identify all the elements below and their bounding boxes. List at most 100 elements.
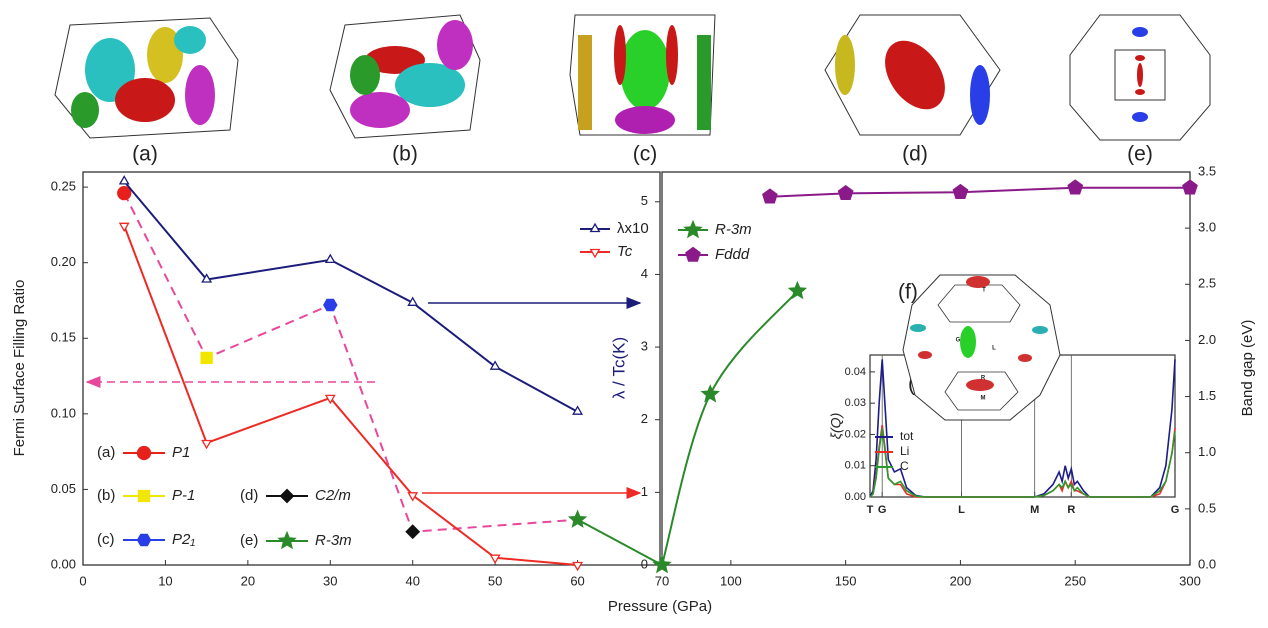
data-point [118,222,130,233]
data-point [1067,179,1084,195]
subfigure-label: (c) [633,143,658,166]
data-point [762,188,778,204]
x-tick-label: 20 [241,573,255,588]
legend-label: Li [900,444,909,458]
bz-point-label: R [981,376,986,382]
data-point [118,175,130,185]
y2-tick-label: 1 [641,484,648,499]
y-tick-label: 0.03 [845,397,866,409]
y-tick-label: 3.5 [1198,163,1216,178]
data-point [1182,179,1198,195]
x-tick-label: 100 [720,573,742,588]
plots: 0 10 20 30 40 50 600.000.050.100.150.200.25012… [51,163,1216,588]
data-point [700,384,720,403]
legend-label: C [900,459,909,473]
x-tick-label: M [1030,504,1039,516]
x-axis-label: Pressure (GPa) [608,598,712,615]
legend-marker [683,219,703,239]
y-tick-label: 0.0 [1198,556,1216,571]
legend-marker [279,488,295,504]
data-point [201,273,213,283]
fermi-surface-c [569,14,716,136]
bz-pocket [966,379,994,391]
legend-marker [137,489,151,503]
data-point [567,509,588,528]
x-tick-label: 50 [488,573,502,588]
y-tick-label: 3.0 [1198,220,1216,235]
legend-label: C2/m [315,487,351,504]
data-point [489,554,501,564]
series-line [123,180,579,413]
x-tick-label: 0 [79,573,86,588]
y-axis-label: Band gap (eV) [1239,320,1256,417]
bz-pocket [960,326,976,358]
fermi-surface-b [329,14,481,139]
legend-label: R-3m [315,532,352,549]
legend-marker [277,530,297,550]
y-tick-label: 1.0 [1198,444,1216,459]
y-axis-label: ξ(Q) [828,413,844,439]
y-tick-label: 0.10 [51,405,76,420]
bz-point-label: M [981,396,986,402]
data-point [117,186,132,201]
y2-tick-label: 3 [641,339,648,354]
bz-pocket [1018,354,1032,362]
data-point [323,298,338,312]
y-tick-label: 1.5 [1198,388,1216,403]
fermi-surface-d [824,14,1001,136]
x-tick-label: 10 [158,573,172,588]
x-tick-label: L [958,504,965,516]
plot-frame [82,171,661,566]
bz-pocket [1032,326,1048,334]
data-point [200,351,213,365]
x-tick-label: 40 [405,573,419,588]
bz-pocket [910,324,926,332]
subfigure-label: (a) [132,143,158,166]
x-tick-label: 300 [1179,573,1201,588]
y-tick-label: 2.0 [1198,332,1216,347]
data-point [572,405,584,415]
bz-face [944,371,1019,411]
x-tick-label: R [1067,504,1075,516]
y-tick-label: 0.01 [845,460,866,472]
data-point [952,183,969,199]
bz-pocket [918,351,932,359]
bz-pocket [966,276,990,288]
legend-tag: (d) [240,487,258,504]
subfigure-label: (e) [1127,143,1153,166]
y-tick-label: 0.20 [51,254,76,269]
data-point [407,492,419,502]
y-tick-label: 0.04 [845,366,866,378]
legend-tag: (c) [97,531,115,548]
x-tick-label: 250 [1064,573,1086,588]
legend-label: λx10 [617,220,649,237]
plot-frame [661,171,1191,566]
legend-label: P-1 [172,487,195,504]
y-tick-label: 0.00 [51,556,76,571]
legend-marker [589,248,601,259]
data-point [407,296,419,306]
legend-marker [589,222,601,233]
bz-point-label: L [992,346,996,352]
x-tick-label: 70 [655,573,669,588]
series-line [769,186,1190,198]
data-point [201,439,213,450]
fermi-surface-a [54,17,239,139]
connector [577,518,663,566]
legend-label: Fddd [715,246,750,263]
x-tick-label: 150 [835,573,857,588]
legend-tag: (b) [97,487,115,504]
data-point [787,280,808,300]
series-line [123,192,578,533]
legend-marker [685,246,701,262]
legend-tag: (e) [240,532,258,549]
data-point [837,184,854,201]
y-tick-label: 0.25 [51,179,76,194]
x-tick-label: T [867,504,874,516]
y2-tick-label: 0 [641,556,648,571]
legend-label: R-3m [715,221,752,238]
legend-marker [136,445,152,461]
y-tick-label: 0.5 [1198,500,1216,515]
y-tick-label: 0.02 [845,428,866,440]
